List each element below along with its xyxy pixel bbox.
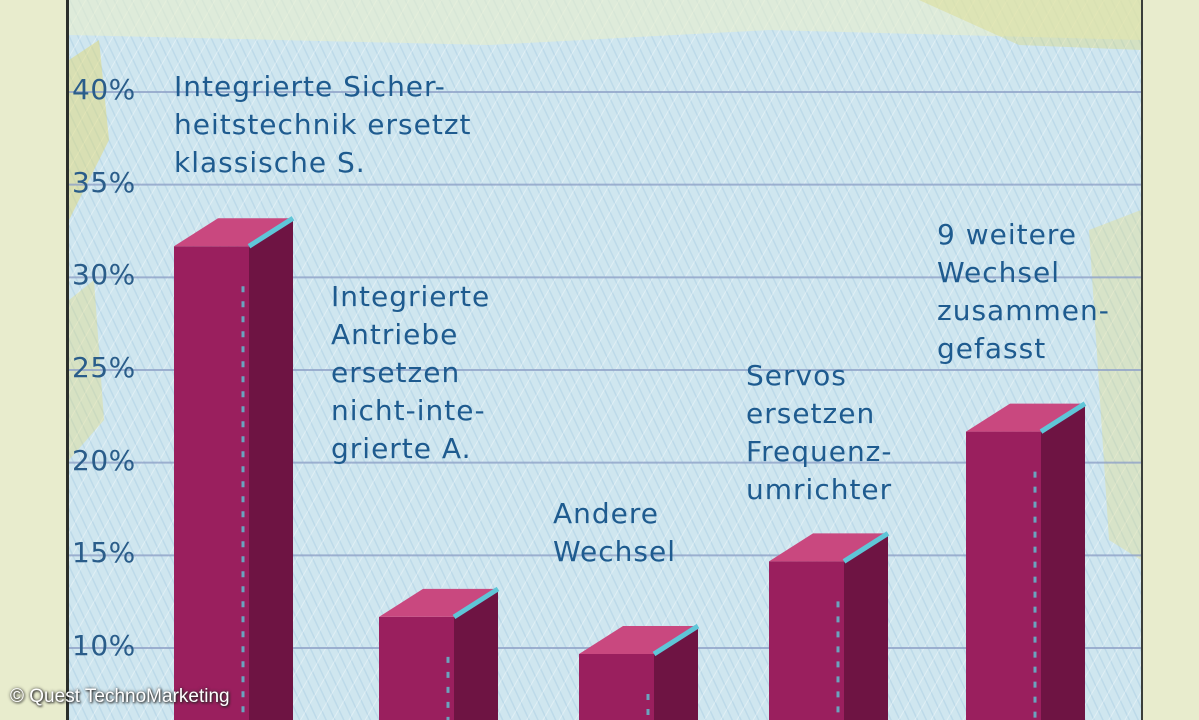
bar — [769, 531, 890, 720]
bar-top — [966, 403, 1085, 432]
bar — [966, 401, 1087, 720]
bar — [579, 623, 700, 720]
bar-side — [249, 218, 293, 720]
y-tick-label: 20% — [72, 443, 136, 477]
chart-panel — [66, 0, 1143, 720]
bar — [379, 586, 500, 720]
y-tick-label: 40% — [72, 73, 136, 106]
bar — [174, 216, 295, 720]
bar-label: Andere Wechsel — [553, 497, 677, 568]
bar-edge-highlight — [452, 586, 500, 620]
bar-label: 9 weitere Wechsel zusammen- gefasst — [937, 218, 1110, 365]
bar-side — [454, 588, 498, 720]
bar-label: Integrierte Antriebe ersetzen nicht-inte… — [331, 280, 491, 465]
bar-top — [769, 533, 888, 562]
bar-side — [844, 533, 888, 720]
bar-top — [379, 588, 498, 617]
bar-top — [174, 218, 293, 247]
bar-front — [379, 616, 454, 720]
bar-front — [174, 246, 249, 720]
bar-edge-highlight — [1039, 401, 1087, 434]
bar-label: Integrierte Sicher- heitstechnik ersetzt… — [174, 70, 472, 179]
y-tick-label: 25% — [72, 351, 136, 384]
bar-front — [966, 431, 1041, 720]
bar-edge-highlight — [247, 216, 295, 249]
bar-side — [1041, 403, 1085, 720]
bar-front — [579, 654, 654, 720]
bar-edge-highlight — [652, 623, 700, 657]
y-tick-label: 35% — [72, 165, 136, 199]
y-tick-label: 30% — [72, 258, 136, 292]
bar-chart — [69, 91, 1141, 720]
y-tick-label: 10% — [72, 629, 136, 662]
copyright-credit: © Quest TechnoMarketing — [10, 686, 230, 707]
bar-top — [579, 626, 698, 654]
bar-label: Servos ersetzen Frequenz- umrichter — [746, 359, 893, 506]
bar-front — [769, 561, 844, 720]
y-tick-label: 15% — [72, 536, 136, 570]
bar-edge-highlight — [842, 531, 890, 564]
